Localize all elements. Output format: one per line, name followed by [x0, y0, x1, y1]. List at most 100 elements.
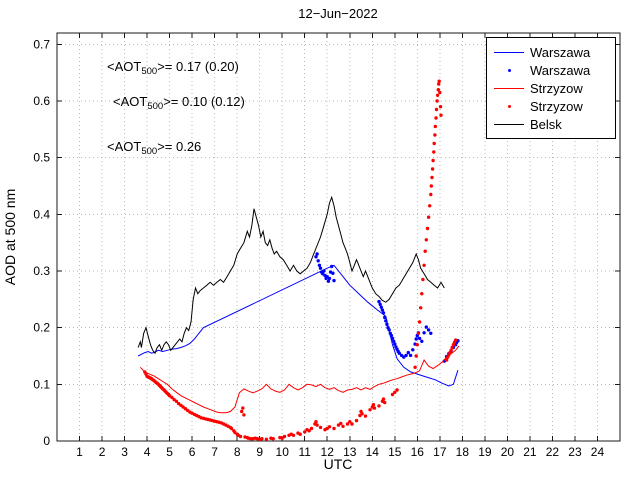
series-point-strzyzow: [435, 99, 439, 103]
series: [137, 79, 460, 441]
series-point-strzyzow: [229, 426, 234, 431]
x-tick-label: 10: [276, 445, 290, 459]
legend-label: Strzyzow: [530, 80, 583, 96]
series-point-strzyzow: [371, 403, 376, 407]
series-point-strzyzow: [350, 422, 354, 426]
legend: Warszawa Warszawa Strzyzow Strzyzow Belsk: [486, 37, 616, 139]
series-point-warszawa: [429, 331, 433, 335]
series-point-warszawa: [381, 311, 386, 315]
x-tick-label: 12: [321, 445, 335, 459]
series-point-warszawa: [318, 266, 323, 270]
annotation-strzyzow-mean: <AOT500>= 0.10 (0.12): [113, 94, 245, 112]
series-point-warszawa: [327, 276, 332, 281]
series-point-strzyzow: [430, 167, 435, 171]
annotations: <AOT500>= 0.17 (0.20) <AOT500>= 0.10 (0.…: [107, 59, 245, 157]
x-tick-label: 24: [591, 445, 605, 459]
legend-line-sample: [494, 123, 524, 125]
series-point-warszawa: [408, 353, 413, 358]
x-tick-label: 14: [366, 445, 380, 459]
series-point-strzyzow: [421, 277, 425, 282]
series-point-strzyzow: [433, 124, 437, 129]
series-point-strzyzow: [309, 426, 314, 431]
legend-line-sample: [494, 87, 524, 89]
series-point-strzyzow: [303, 430, 307, 434]
series-point-strzyzow: [372, 406, 377, 410]
series-point-strzyzow: [240, 409, 244, 414]
series-point-strzyzow: [291, 433, 296, 437]
series-point-strzyzow: [282, 434, 287, 439]
series-point-strzyzow: [423, 249, 427, 253]
series-point-warszawa: [377, 299, 381, 304]
series-point-warszawa: [315, 252, 319, 256]
series-point-strzyzow: [339, 421, 343, 426]
legend-label: Belsk: [530, 116, 562, 132]
series-point-strzyzow: [430, 175, 434, 180]
y-tick-label: 0.4: [33, 207, 50, 221]
series-point-strzyzow: [433, 133, 437, 137]
series-line-strzyzow: [139, 345, 460, 414]
series-point-strzyzow: [439, 113, 443, 117]
legend-dot-sample: [494, 68, 524, 72]
series-point-warszawa: [393, 342, 397, 346]
series-point-strzyzow: [395, 388, 399, 392]
series-point-strzyzow: [431, 158, 435, 163]
series-point-strzyzow: [174, 399, 179, 403]
series-point-warszawa: [385, 322, 389, 326]
x-tick-label: 16: [411, 445, 425, 459]
series-point-strzyzow: [432, 150, 436, 154]
x-axis-label: UTC: [324, 456, 353, 472]
y-tick-label: 0.5: [33, 151, 50, 165]
series-point-warszawa: [411, 348, 415, 352]
series-point-warszawa: [380, 308, 385, 312]
x-tick-label: 23: [568, 445, 582, 459]
x-tick-label: 7: [211, 445, 218, 459]
series-point-warszawa: [322, 269, 326, 273]
series-point-strzyzow: [314, 420, 318, 424]
series-point-strzyzow: [453, 338, 458, 342]
series-point-warszawa: [316, 259, 320, 263]
x-tick-label: 13: [343, 445, 357, 459]
x-tick-label: 9: [256, 445, 263, 459]
legend-item-strzyzow-line: Strzyzow: [487, 79, 615, 97]
series-point-strzyzow: [341, 424, 345, 428]
legend-label: Strzyzow: [530, 98, 583, 114]
series-point-strzyzow: [422, 263, 426, 267]
x-tick-label: 19: [478, 445, 492, 459]
series-point-strzyzow: [368, 408, 372, 412]
series-point-strzyzow: [327, 425, 332, 429]
series-point-strzyzow: [425, 226, 430, 231]
series-point-warszawa: [420, 339, 424, 343]
series-line-belsk: [137, 195, 445, 355]
chart-title: 12−Jun−2022: [298, 6, 378, 21]
x-tick-label: 17: [433, 445, 447, 459]
series-point-strzyzow: [348, 420, 352, 424]
series-point-warszawa: [384, 319, 388, 323]
y-tick-label: 0.3: [33, 264, 50, 278]
series-point-warszawa: [414, 337, 418, 341]
y-tick-label: 0.6: [33, 94, 50, 108]
series-point-warszawa: [326, 279, 331, 283]
x-tick-label: 20: [501, 445, 515, 459]
y-tick-label: 0: [43, 434, 50, 448]
series-point-strzyzow: [360, 412, 364, 416]
y-axis-label: AOD at 500 nm: [2, 189, 18, 286]
annotation-belsk-mean: <AOT500>= 0.26: [107, 139, 201, 157]
series-point-strzyzow: [298, 432, 302, 436]
series-point-strzyzow: [363, 414, 368, 418]
legend-label: Warszawa: [530, 44, 591, 60]
series-point-warszawa: [383, 315, 387, 320]
x-tick-label: 4: [144, 445, 151, 459]
series-point-strzyzow: [428, 204, 432, 208]
legend-dot-sample: [494, 104, 524, 108]
series-point-strzyzow: [426, 215, 431, 219]
legend-line-sample: [494, 51, 524, 53]
series-point-strzyzow: [390, 392, 395, 397]
series-point-strzyzow: [434, 116, 438, 120]
series-point-strzyzow: [429, 184, 433, 188]
series-point-strzyzow: [332, 426, 336, 431]
series-point-strzyzow: [438, 105, 443, 109]
series-point-warszawa: [417, 336, 422, 341]
series-point-warszawa: [379, 305, 383, 309]
